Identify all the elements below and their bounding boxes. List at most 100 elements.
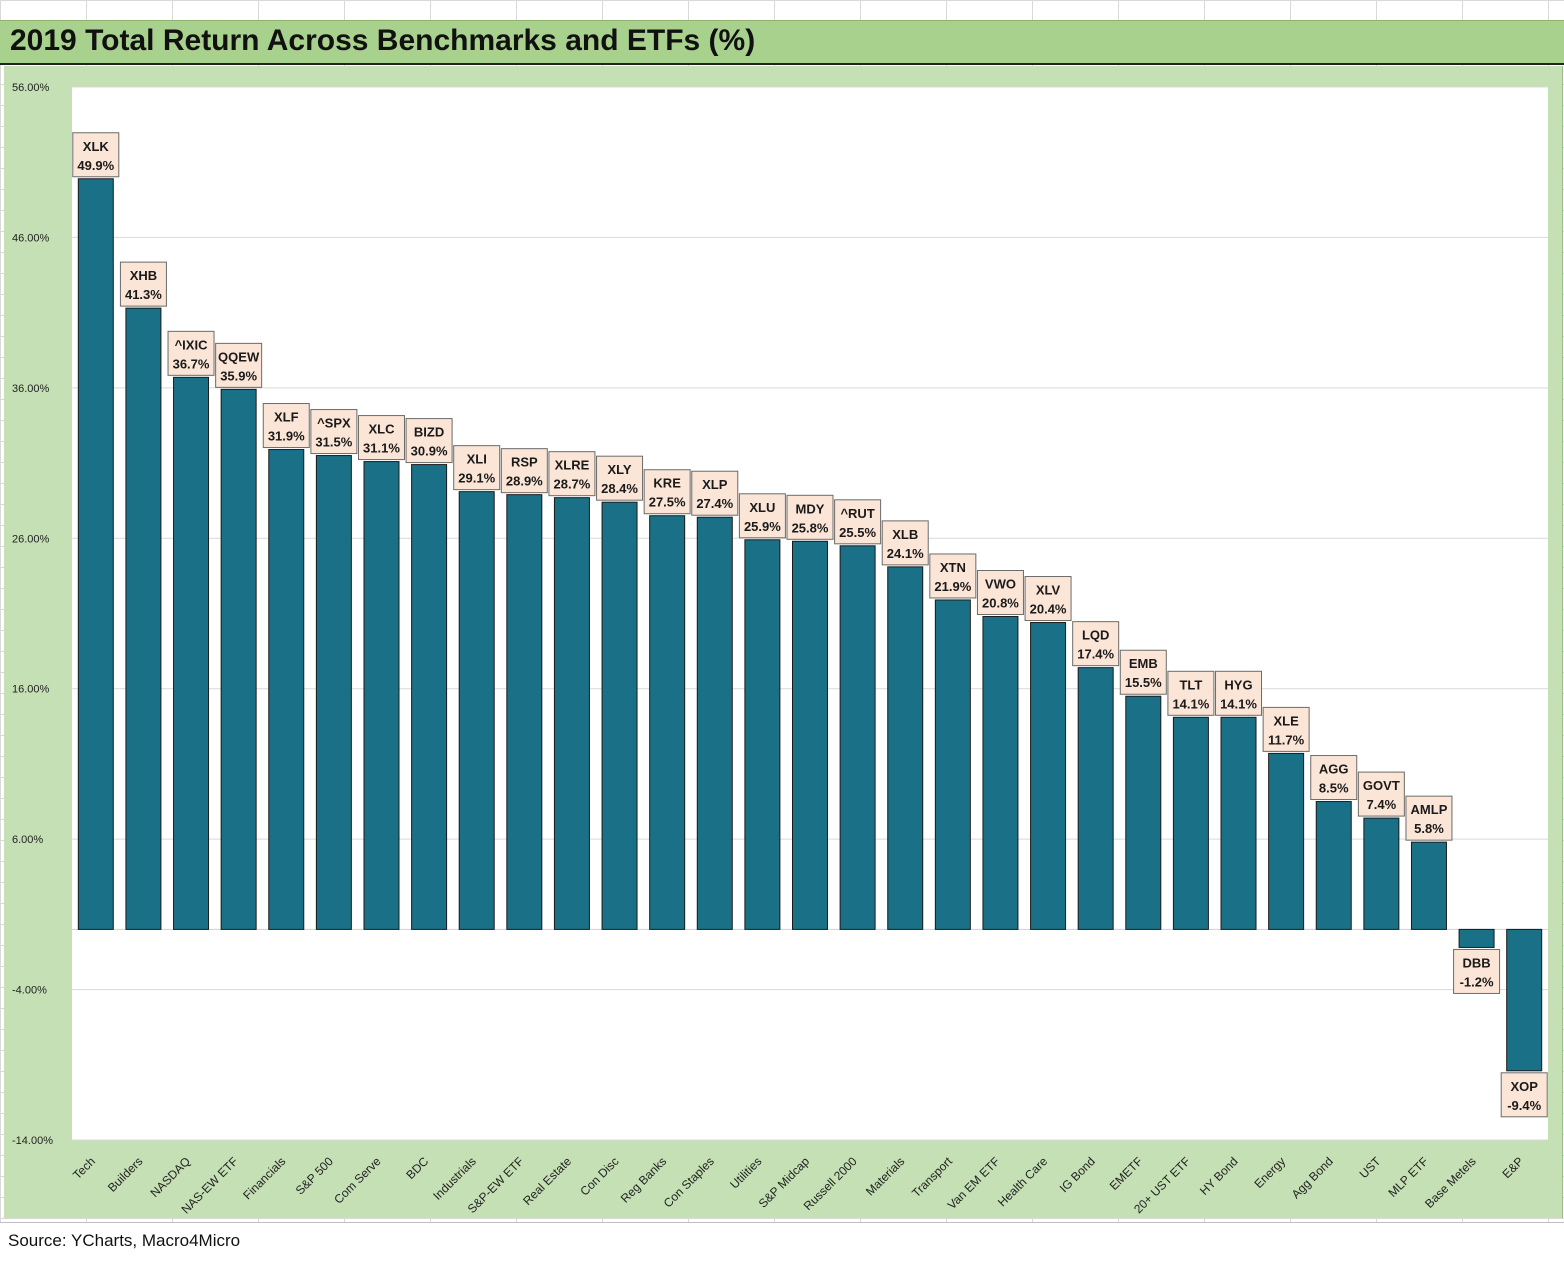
- data-label-ticker: VWO: [985, 577, 1016, 592]
- y-tick-label: 46.00%: [12, 232, 50, 244]
- bar[interactable]: [887, 566, 924, 930]
- y-tick-label: -14.00%: [12, 1135, 53, 1147]
- data-label-ticker: KRE: [653, 476, 681, 491]
- source-row: Source: YCharts, Macro4Micro: [0, 1222, 1564, 1261]
- bar[interactable]: [1125, 695, 1162, 930]
- data-label-ticker: QQEW: [218, 349, 260, 364]
- data-label-value: 14.1%: [1220, 696, 1257, 711]
- bar[interactable]: [1172, 716, 1209, 930]
- data-label-value: 35.9%: [220, 368, 257, 383]
- category-label: E&P: [1499, 1154, 1526, 1181]
- chart-frame[interactable]: 56.00% 46.00% 36.00% 26.00% 16.00% 6.00% -4.00…: [4, 66, 1563, 1218]
- y-tick-label: -4.00%: [12, 985, 47, 997]
- data-label-ticker: EMB: [1129, 656, 1158, 671]
- data-label-box: [1405, 795, 1453, 841]
- data-label-value: 7.4%: [1367, 797, 1397, 812]
- data-label-ticker: XLK: [83, 139, 110, 154]
- data-label-value: 20.4%: [1030, 602, 1067, 617]
- source-note: Source: YCharts, Macro4Micro: [8, 1231, 241, 1250]
- data-label-box: [1072, 621, 1120, 667]
- data-label-box: [1500, 1072, 1548, 1118]
- bar[interactable]: [458, 491, 495, 930]
- data-label-box: [262, 403, 310, 449]
- data-label-box: [500, 448, 548, 494]
- bar[interactable]: [268, 449, 305, 930]
- data-label-value: 25.9%: [744, 519, 781, 534]
- data-label-ticker: LQD: [1082, 628, 1109, 643]
- data-label-ticker: HYG: [1224, 677, 1252, 692]
- bar[interactable]: [77, 178, 114, 930]
- category-label: NASDAQ: [147, 1154, 193, 1200]
- data-label-box: [834, 499, 882, 545]
- data-label-value: 5.8%: [1414, 821, 1444, 836]
- bar[interactable]: [934, 599, 971, 930]
- data-label-value: 29.1%: [458, 471, 495, 486]
- data-label-ticker: XLI: [467, 452, 487, 467]
- data-label-box: [1024, 576, 1072, 622]
- bar[interactable]: [1458, 928, 1495, 948]
- bar[interactable]: [1077, 667, 1114, 930]
- bar[interactable]: [315, 455, 352, 930]
- bar[interactable]: [1315, 801, 1352, 930]
- bar[interactable]: [744, 539, 781, 930]
- category-label: Utilities: [727, 1154, 764, 1191]
- bar[interactable]: [1506, 928, 1543, 1072]
- bar[interactable]: [982, 616, 1019, 930]
- data-label-box: [1453, 948, 1501, 994]
- data-label-value: 49.9%: [77, 158, 114, 173]
- data-label-box: [976, 570, 1024, 616]
- data-label-box: [929, 553, 977, 599]
- bar[interactable]: [411, 464, 448, 930]
- data-label-ticker: GOVT: [1363, 778, 1400, 793]
- bar[interactable]: [363, 461, 400, 930]
- data-label-ticker: XLV: [1036, 583, 1061, 598]
- category-label: EMETF: [1107, 1154, 1146, 1193]
- category-label: S&P 500: [293, 1154, 336, 1197]
- bar[interactable]: [1030, 622, 1067, 930]
- data-label-value: 15.5%: [1125, 675, 1162, 690]
- bar[interactable]: [792, 540, 828, 930]
- data-label-value: 31.1%: [363, 441, 400, 456]
- bars: [77, 178, 1543, 1072]
- data-label-box: [738, 493, 786, 539]
- category-label: MLP ETF: [1386, 1154, 1432, 1200]
- data-label-value: 20.8%: [982, 596, 1019, 611]
- bar[interactable]: [1363, 817, 1400, 930]
- category-label: Tech: [70, 1154, 98, 1182]
- bar[interactable]: [1220, 716, 1257, 930]
- data-label-ticker: ^SPX: [317, 416, 351, 431]
- chart-title: 2019 Total Return Across Benchmarks and …: [10, 24, 756, 57]
- data-label-value: 31.5%: [315, 435, 352, 450]
- bar[interactable]: [173, 376, 210, 930]
- category-label: Health Care: [995, 1154, 1050, 1209]
- data-label-box: [643, 469, 691, 515]
- title-band: 2019 Total Return Across Benchmarks and …: [0, 20, 1564, 65]
- data-label-value: 24.1%: [887, 546, 924, 561]
- category-label: Base Metels: [1422, 1154, 1479, 1211]
- bar[interactable]: [696, 516, 733, 930]
- data-label-box: [357, 415, 405, 461]
- category-label: Energy: [1251, 1154, 1288, 1191]
- category-label: Builders: [105, 1154, 146, 1195]
- bar[interactable]: [553, 497, 590, 930]
- data-label-box: [786, 494, 834, 540]
- data-label-value: 36.7%: [173, 356, 210, 371]
- bar[interactable]: [649, 515, 686, 930]
- bar[interactable]: [125, 307, 162, 930]
- bar[interactable]: [220, 388, 257, 930]
- data-label-ticker: XLB: [892, 527, 918, 542]
- bar[interactable]: [601, 501, 638, 930]
- bar[interactable]: [1268, 752, 1305, 930]
- data-label-value: -9.4%: [1507, 1098, 1541, 1113]
- y-axis: 56.00% 46.00% 36.00% 26.00% 16.00% 6.00% -4.00…: [12, 82, 53, 1147]
- data-label-box: [215, 342, 263, 388]
- bar[interactable]: [1410, 841, 1447, 930]
- data-label-ticker: XLF: [274, 410, 299, 425]
- data-label-value: 28.9%: [506, 474, 543, 489]
- category-label: Real Estate: [520, 1154, 574, 1208]
- data-label-box: [1262, 706, 1310, 752]
- bar[interactable]: [506, 494, 543, 930]
- bar[interactable]: [839, 545, 876, 930]
- data-label-ticker: AGG: [1319, 762, 1349, 777]
- category-label: Industrials: [430, 1154, 479, 1203]
